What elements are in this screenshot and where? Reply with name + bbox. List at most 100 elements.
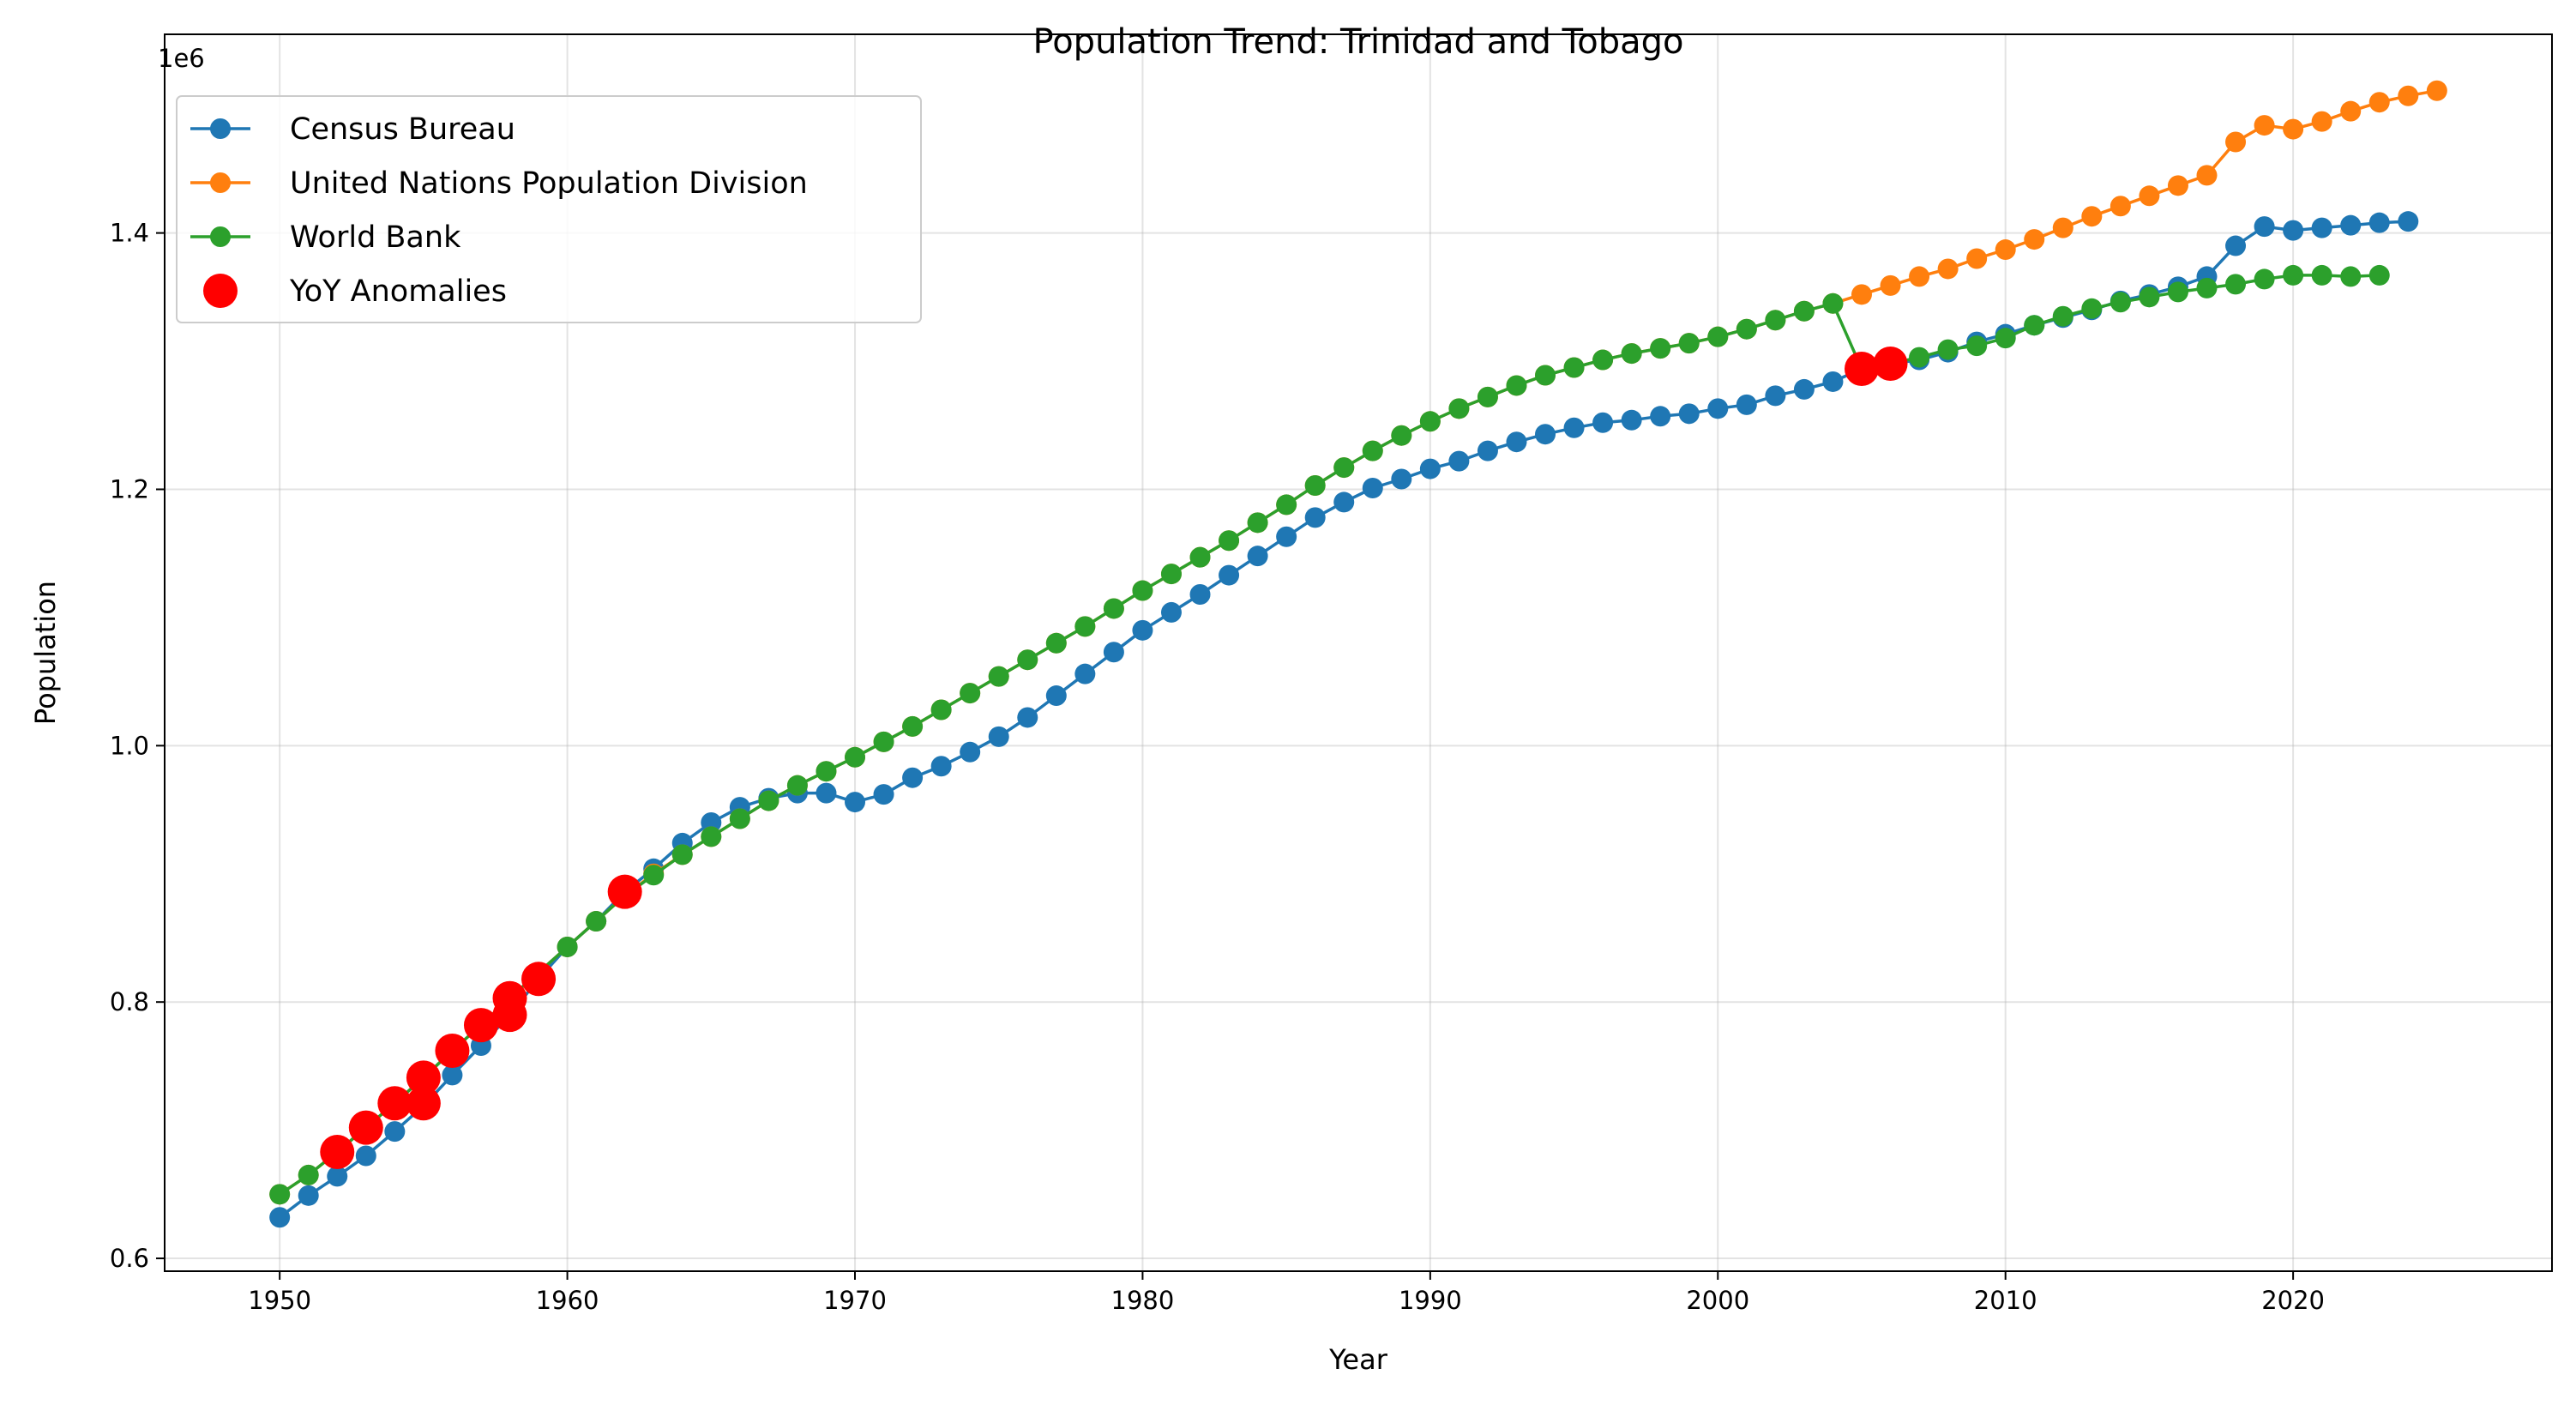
legend-items: Census Bureau United Nations Population D… [190,112,808,309]
data-point-census-bureau [1448,450,1470,472]
data-point-census-bureau [1535,424,1556,445]
data-point-world-bank [2254,268,2275,290]
data-point-world-bank [2340,266,2362,287]
data-point-census-bureau [1736,394,1757,415]
data-point-world-bank [1793,300,1815,322]
data-point-census-bureau [1678,403,1700,425]
data-point-world-bank [873,731,894,752]
data-point-united-nations-population-division [2110,196,2131,217]
legend-box [176,95,922,323]
data-point-world-bank [1448,398,1470,419]
data-point-world-bank [1937,339,1959,360]
axis-ticks: 1950 1960 1970 1980 1990 2000 2010 2020 0.6 0.8 1.… [110,219,2325,1315]
data-point-census-bureau [845,792,866,813]
legend-marker-world-bank [210,226,231,247]
data-point-census-bureau [960,741,981,763]
data-point-united-nations-population-division [2139,185,2160,207]
x-tick-label: 1990 [1399,1286,1462,1315]
data-point-united-nations-population-division [1880,274,1901,296]
data-point-census-bureau [1592,412,1614,433]
data-point-united-nations-population-division [2225,131,2247,153]
data-point-united-nations-population-division [2426,80,2447,101]
data-point-world-bank [2368,264,2390,286]
x-tick-label: 2000 [1686,1286,1749,1315]
data-point-census-bureau [1304,507,1326,528]
y-axis-label: Population [29,581,62,725]
x-tick-label: 2010 [1974,1286,2037,1315]
legend-entry-united-nations-population-division: United Nations Population Division [190,166,808,201]
plot-frame [164,33,2553,1272]
legend-label-yoy-anomalies: YoY Anomalies [289,274,507,309]
data-point-world-bank [1103,598,1124,619]
data-point-united-nations-population-division [2081,206,2103,227]
data-point-world-bank [902,715,924,737]
data-point-world-bank [1909,347,1930,368]
data-point-world-bank [2139,286,2160,308]
data-point-world-bank [1362,440,1383,461]
data-point-census-bureau [902,767,924,788]
data-point-world-bank [1276,494,1297,516]
data-point-world-bank [1160,564,1182,585]
anomaly-point [406,1086,441,1121]
legend-entry-world-bank: World Bank [190,220,461,255]
data-point-world-bank [1333,457,1355,479]
legend: Census Bureau United Nations Population D… [176,95,922,323]
data-point-census-bureau [930,756,952,777]
data-point-census-bureau [1563,417,1585,438]
x-axis-label: Year [1328,1343,1388,1376]
data-point-world-bank [1219,530,1240,552]
data-point-world-bank [1621,343,1642,365]
y-tick-label: 0.6 [110,1244,149,1273]
data-point-world-bank [2081,298,2103,319]
data-point-world-bank [1822,292,1844,314]
data-point-census-bureau [2398,211,2419,232]
data-point-census-bureau [384,1121,406,1143]
data-point-census-bureau [2368,212,2390,233]
data-point-census-bureau [442,1064,463,1086]
data-point-world-bank [1995,328,2016,349]
y-tick-label: 1.2 [110,474,149,504]
data-point-united-nations-population-division [2254,115,2275,136]
data-point-united-nations-population-division [2052,217,2073,238]
data-point-census-bureau [1621,409,1642,431]
data-point-census-bureau [1276,526,1297,547]
data-point-world-bank [1247,512,1268,534]
anomaly-layer [320,347,1908,1170]
data-point-world-bank [1419,411,1441,432]
data-point-united-nations-population-division [1909,266,1930,287]
data-point-world-bank [2024,315,2045,336]
data-point-world-bank [269,1184,291,1205]
data-point-census-bureau [873,784,894,805]
data-point-census-bureau [1219,564,1240,586]
data-point-census-bureau [1650,406,1671,427]
data-point-world-bank [1074,616,1096,637]
data-point-world-bank [2052,305,2073,327]
data-point-world-bank [786,775,808,796]
data-point-census-bureau [2254,216,2275,238]
x-tick-label: 1980 [1111,1286,1175,1315]
data-point-world-bank [1189,546,1211,568]
data-point-united-nations-population-division [1937,258,1959,280]
data-point-census-bureau [701,811,722,833]
data-point-world-bank [816,761,837,782]
data-point-world-bank [1592,349,1614,371]
data-point-united-nations-population-division [1995,239,2016,261]
data-point-world-bank [758,790,779,811]
data-point-world-bank [557,936,578,957]
data-point-world-bank [1045,632,1067,654]
data-point-world-bank [1391,425,1412,446]
legend-label-united-nations-population-division: United Nations Population Division [290,166,808,201]
data-point-united-nations-population-division [2167,175,2188,196]
data-point-census-bureau [1707,398,1729,419]
chart-title: Population Trend: Trinidad and Tobago [1033,22,1684,62]
data-point-world-bank [1563,357,1585,378]
data-point-census-bureau [1103,642,1124,663]
data-point-census-bureau [2225,235,2247,256]
x-tick-label: 1970 [823,1286,887,1315]
data-point-census-bureau [988,726,1009,747]
data-point-world-bank [845,746,866,768]
data-point-census-bureau [327,1166,348,1187]
data-point-census-bureau [1477,440,1498,461]
anomaly-point [521,962,557,997]
